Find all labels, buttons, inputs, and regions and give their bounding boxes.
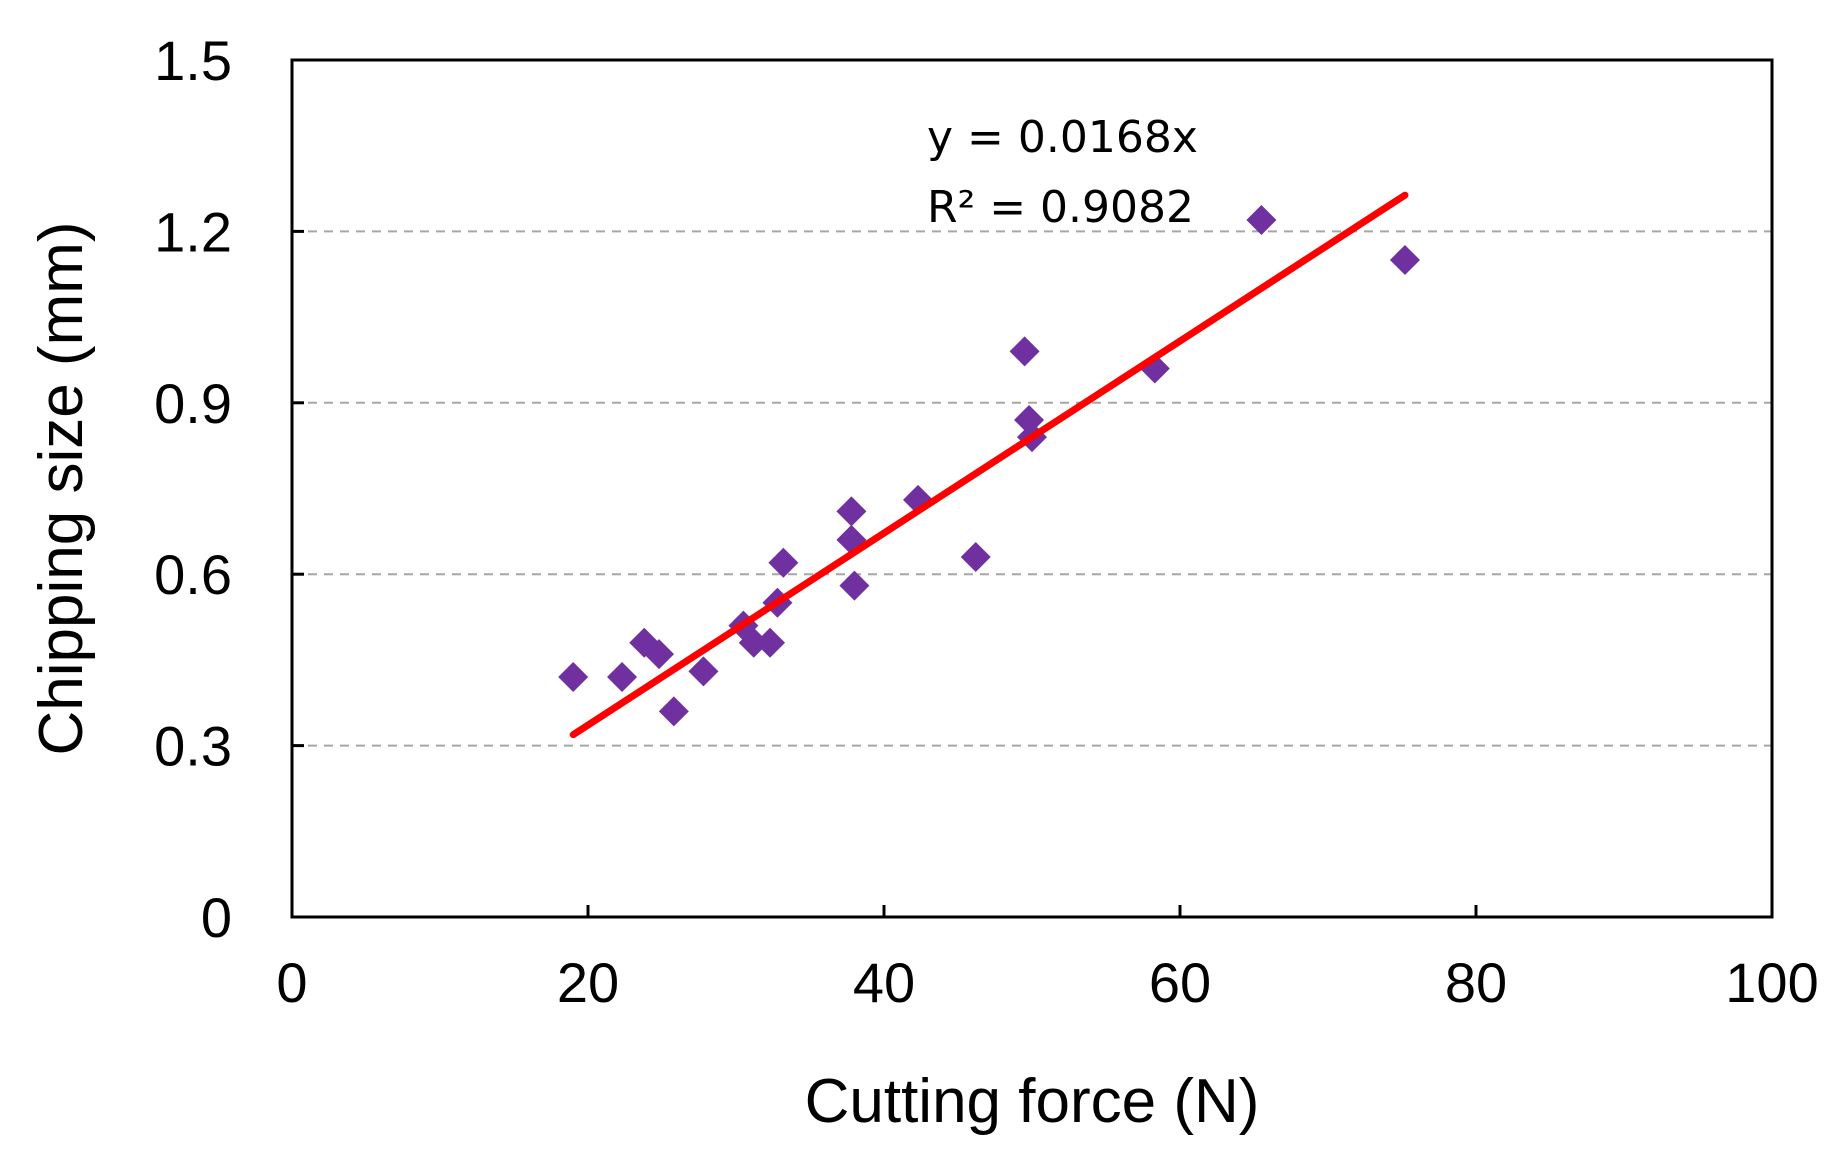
x-tick-label: 20 (557, 951, 619, 1014)
data-point-3 (644, 639, 675, 670)
y-tick-label: 0 (201, 886, 232, 949)
data-point-11 (836, 496, 867, 527)
data-point-4 (658, 696, 689, 727)
y-tick-label: 0.3 (154, 715, 232, 778)
data-point-7 (738, 627, 769, 658)
data-point-16 (1009, 336, 1040, 367)
y-tick-label: 0.6 (154, 543, 232, 606)
data-point-8 (755, 627, 786, 658)
gridlines (292, 230, 1772, 747)
data-point-14 (903, 484, 934, 515)
x-tick-label: 0 (276, 951, 307, 1014)
x-tick-label: 80 (1445, 951, 1507, 1014)
y-tick-label: 0.9 (154, 372, 232, 435)
x-axis-title: Cutting force (N) (805, 1067, 1260, 1136)
plot-area-frame (290, 58, 1774, 919)
y-axis-title: Chipping size (mm) (27, 221, 96, 755)
y-axis-tick-labels: 0 0.3 0.6 0.9 1.2 1.5 (154, 29, 232, 949)
y-tick-label: 1.5 (154, 29, 232, 92)
trendline-equation: y = 0.0168x (927, 112, 1198, 163)
x-tick-label: 100 (1725, 951, 1818, 1014)
data-point-10 (768, 547, 799, 578)
x-tick-label: 40 (853, 951, 915, 1014)
data-point-15 (960, 542, 991, 573)
data-point-1 (607, 662, 638, 693)
data-point-5 (688, 656, 719, 687)
data-point-13 (839, 570, 870, 601)
x-tick-label: 60 (1149, 951, 1211, 1014)
trendline (569, 191, 1409, 739)
y-tick-label: 1.2 (154, 200, 232, 263)
data-point-0 (558, 662, 589, 693)
axis-ticks (290, 58, 1774, 919)
data-point-20 (1246, 204, 1277, 235)
x-axis-tick-labels: 0 20 40 60 80 100 (276, 951, 1818, 1014)
data-point-21 (1389, 244, 1420, 275)
trendline-r-squared: R² = 0.9082 (927, 182, 1194, 233)
